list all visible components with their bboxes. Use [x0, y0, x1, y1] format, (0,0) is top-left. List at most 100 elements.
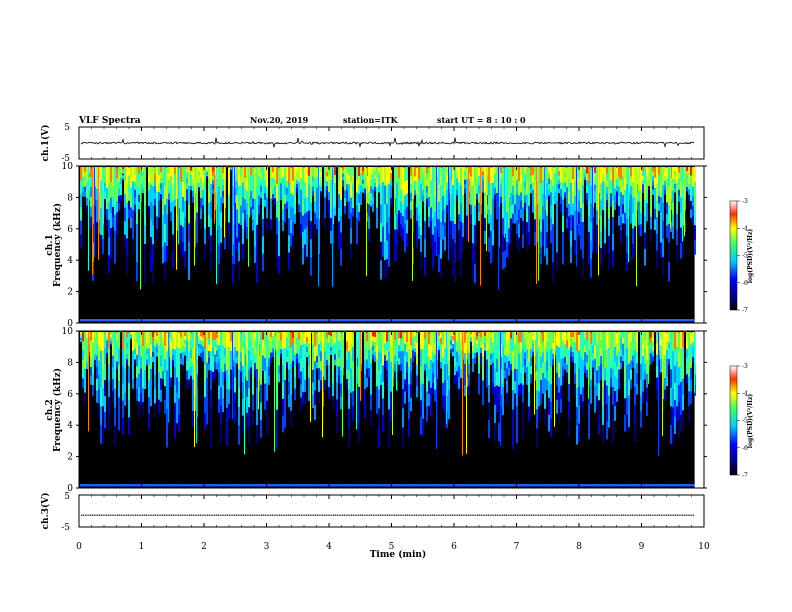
spectrogram-cell [486, 359, 488, 370]
spectrogram-cell [666, 350, 668, 360]
spectrogram-cell [266, 167, 268, 178]
spectrogram-cell [364, 188, 366, 195]
spectrogram-cell [476, 177, 478, 184]
spectrogram-cell [640, 332, 642, 349]
spectrogram-cell [428, 206, 430, 218]
spectrogram-cell [350, 213, 352, 229]
spectrogram-cell [130, 337, 132, 340]
spectrogram-cell [608, 167, 610, 185]
spectrogram-cell [508, 332, 510, 340]
spectrogram-cell [306, 342, 308, 348]
spectrogram-cell [208, 351, 210, 358]
spectrogram-cell [318, 367, 320, 381]
spectrogram-cell [276, 390, 278, 410]
spectrogram-cell [678, 178, 680, 185]
spectrogram-cell [466, 167, 468, 180]
spectrogram-cell [508, 353, 510, 362]
spectrogram-cell [532, 197, 534, 206]
spectrogram-cell [262, 347, 264, 356]
spectrogram-cell [264, 186, 266, 194]
spectrogram-cell [190, 332, 192, 342]
spectrogram-cell [200, 208, 202, 220]
spectrogram-cell [570, 230, 572, 247]
spectrogram-cell [476, 332, 478, 337]
spectrogram-cell [602, 202, 604, 211]
spectrogram-cell [604, 380, 606, 394]
spectrogram-cell [686, 348, 688, 358]
spectrogram-cell [188, 167, 190, 187]
spectrogram-streak [670, 167, 671, 229]
spectrogram-cell [460, 239, 462, 259]
spectrogram-cell [518, 353, 520, 364]
spectrogram-cell [178, 398, 180, 416]
spectrogram-cell [560, 399, 562, 413]
spectrogram-cell [620, 332, 622, 339]
spectrogram-cell [292, 167, 294, 182]
spectrogram-cell [620, 338, 622, 345]
spectrogram-cell [490, 359, 492, 365]
spectrogram-cell [470, 167, 472, 177]
spectrogram-cell [504, 332, 506, 340]
spectrogram-cell [152, 225, 154, 245]
spectrogram-cell [224, 371, 226, 380]
spectrogram-cell [238, 185, 240, 205]
spectrogram-cell [266, 218, 268, 229]
spectrogram-cell [694, 167, 696, 182]
spectrogram-cell [406, 233, 408, 247]
spectrogram-cell [516, 207, 518, 221]
spectrogram-cell [334, 348, 336, 355]
spectrogram-cell [172, 200, 174, 218]
spectrogram-cell [528, 406, 530, 422]
spectrogram-cell [188, 379, 190, 390]
spectrogram-cell [364, 389, 366, 404]
spectrogram-cell [662, 220, 664, 240]
spectrogram-cell [112, 379, 114, 392]
spectrogram-cell [444, 236, 446, 251]
spectrogram-cell [204, 348, 206, 365]
spectrogram-cell [384, 361, 386, 368]
xtick-label: 8 [576, 542, 582, 552]
spectrogram-cell [210, 252, 212, 271]
spectrogram-cell [434, 366, 436, 379]
spectrogram-cell [640, 224, 642, 237]
ytick-label: 10 [62, 327, 74, 337]
spectrogram-cell [598, 383, 600, 401]
spectrogram-cell [80, 335, 82, 339]
spectrogram-cell [526, 194, 528, 209]
spectrogram-cell [674, 365, 676, 384]
spectrogram-cell [228, 180, 230, 196]
spectrogram-cell [424, 185, 426, 204]
spectrogram-cell [476, 344, 478, 349]
spectrogram-cell [164, 332, 166, 346]
spectrogram-cell [456, 351, 458, 362]
spectrogram-cell [340, 167, 342, 184]
spectrogram-cell [398, 177, 400, 190]
spectrogram-cell [476, 193, 478, 200]
spectrogram-cell [144, 350, 146, 361]
spectrogram-cell [158, 175, 160, 185]
spectrogram-cell [644, 347, 646, 356]
spectrogram-cell [186, 370, 188, 381]
spectrogram-cell [590, 259, 592, 278]
spectrogram-cell [254, 347, 256, 356]
spectrogram-cell [542, 219, 544, 233]
spectrogram-cell [382, 348, 384, 366]
spectrogram-cell [272, 348, 274, 353]
spectrogram-cell [178, 414, 180, 432]
spectrogram-cell [178, 381, 180, 399]
spectrogram-cell [540, 199, 542, 216]
spectrogram-cell [162, 247, 164, 264]
spectrogram-cell [284, 380, 286, 397]
spectrogram-cell [588, 167, 590, 184]
spectrogram-cell [320, 360, 322, 371]
spectrogram-cell [112, 343, 114, 356]
spectrogram-cell [286, 187, 288, 195]
spectrogram-cell [166, 408, 168, 429]
spectrogram-cell [482, 344, 484, 357]
spectrogram-cell [484, 347, 486, 352]
spectrogram-cell [264, 180, 266, 187]
spectrogram-cell [568, 366, 570, 385]
spectrogram-cell [276, 332, 278, 352]
spectrogram-cell [570, 214, 572, 231]
spectrogram-cell [394, 245, 396, 261]
